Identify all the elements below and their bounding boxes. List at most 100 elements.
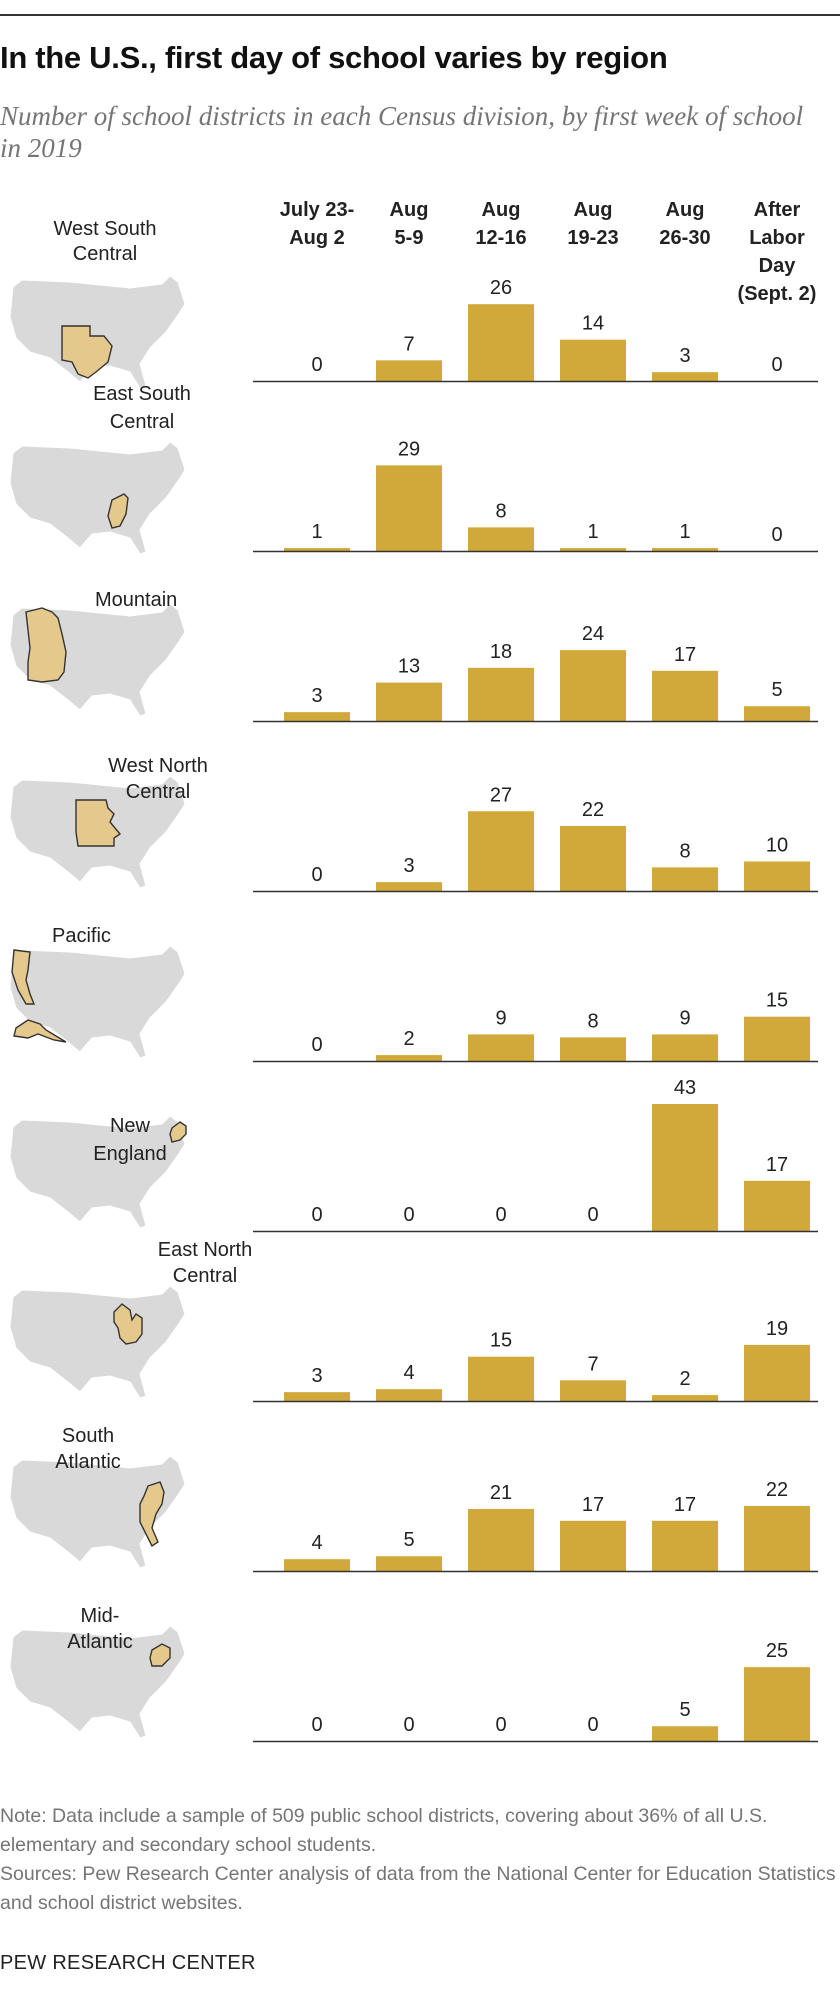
highlighted-region-shape [107,493,129,529]
region-label-line: Mountain [95,589,177,611]
column-header: Aug 12-16 [459,196,543,252]
bar [652,1726,718,1741]
region-label: West North Central [108,755,208,803]
bar-value-label: 5 [403,1529,414,1551]
bar [468,1508,534,1571]
bar-value-label: 0 [587,1714,598,1736]
region-label-line: East South [93,383,191,405]
bar [468,304,534,381]
column-header-line: Labor [749,227,805,249]
bar-value-label: 1 [311,521,322,543]
bar [652,1034,718,1061]
bar-value-label: 0 [495,1204,506,1226]
region-map-icon [9,775,186,889]
region-map-icon [9,441,186,555]
us-map-outline [9,945,186,1059]
bar [744,1016,810,1061]
bar [744,861,810,891]
bar [376,682,442,721]
highlighted-region-shape [149,1643,171,1667]
highlighted-region-shape [25,607,67,683]
footnote: Note: Data include a sample of 509 publi… [0,1802,840,1918]
bar-value-label: 0 [771,524,782,546]
bar-value-label: 43 [674,1077,696,1099]
column-header: Aug 26-30 [643,196,727,252]
bar-value-label: 18 [490,641,512,663]
region-label-line: Central [173,1265,237,1287]
bar [284,1392,350,1401]
chart-subtitle: Number of school districts in each Censu… [0,101,804,163]
region-label-line: South [62,1425,114,1447]
bar [652,670,718,721]
highlighted-region-shape [169,1121,187,1143]
bar-value-label: 0 [587,1204,598,1226]
bar [376,882,442,891]
bar-value-label: 22 [582,799,604,821]
bar-value-label: 0 [311,354,322,376]
us-map-outline [9,1285,186,1399]
bar-value-label: 0 [495,1714,506,1736]
us-map-outline [9,275,186,389]
bar-value-label: 3 [679,345,690,367]
bar-value-label: 8 [495,500,506,522]
column-header-line: Aug [389,199,429,221]
region-label-line: Mid- [81,1605,120,1627]
highlighted-region-shape [113,1303,143,1345]
region-label-line: Pacific [52,925,111,947]
region-label-line: Central [73,243,137,265]
bar-value-label: 8 [587,1010,598,1032]
bar-value-label: 15 [490,1330,512,1352]
bar [560,1037,626,1061]
bar [376,360,442,381]
bar-value-label: 2 [403,1028,414,1050]
column-header: Aug 19-23 [551,196,635,252]
bar [744,1180,810,1231]
bar-value-label: 0 [403,1204,414,1226]
column-header-line: 19-23 [567,227,619,249]
bar [652,867,718,891]
region-panel: East North Central 3 4 15 7 2 19 [9,1239,818,1403]
column-header-line: Aug 2 [289,227,345,249]
region-label-line: Atlantic [67,1631,133,1653]
bar-value-label: 2 [679,1368,690,1390]
region-label-line: New [110,1115,151,1137]
column-header-line: After [753,199,801,221]
bar-value-label: 22 [766,1479,788,1501]
region-panel: Mid- Atlantic 0 0 0 0 5 25 [9,1605,818,1743]
bar [284,1559,350,1571]
bar-value-label: 17 [674,1494,696,1516]
bar-value-label: 24 [582,623,604,645]
bar [560,826,626,891]
region-map-icon [9,1115,187,1229]
top-rule [0,14,840,16]
us-map-outline [9,1455,186,1569]
bar [744,706,810,721]
bar-value-label: 1 [587,521,598,543]
bar [560,339,626,381]
bar-value-label: 17 [766,1154,788,1176]
bar-value-label: 21 [490,1482,512,1504]
bar [652,372,718,381]
column-header-line: Aug [481,199,521,221]
column-header-line: 26-30 [659,227,711,249]
highlighted-region-shape [11,949,67,1043]
bar [468,527,534,551]
bar [468,1356,534,1401]
region-label-line: Atlantic [55,1451,121,1473]
column-header-line: (Sept. 2) [737,283,817,305]
bar-value-label: 9 [495,1007,506,1029]
bar [744,1344,810,1401]
region-panel: New England 0 0 0 0 43 17 [9,1077,818,1233]
highlighted-region-shape [61,325,113,379]
region-label: New England [93,1115,166,1165]
bar [284,548,350,551]
bar [376,1389,442,1401]
region-label: West South Central [53,218,156,265]
column-header-line: July 23- [279,199,355,221]
bar-value-label: 27 [490,784,512,806]
bar-value-label: 4 [403,1362,414,1384]
bar-value-label: 7 [587,1353,598,1375]
column-header-line: 12-16 [475,227,527,249]
bar-value-label: 7 [403,333,414,355]
bar-value-label: 0 [311,1204,322,1226]
